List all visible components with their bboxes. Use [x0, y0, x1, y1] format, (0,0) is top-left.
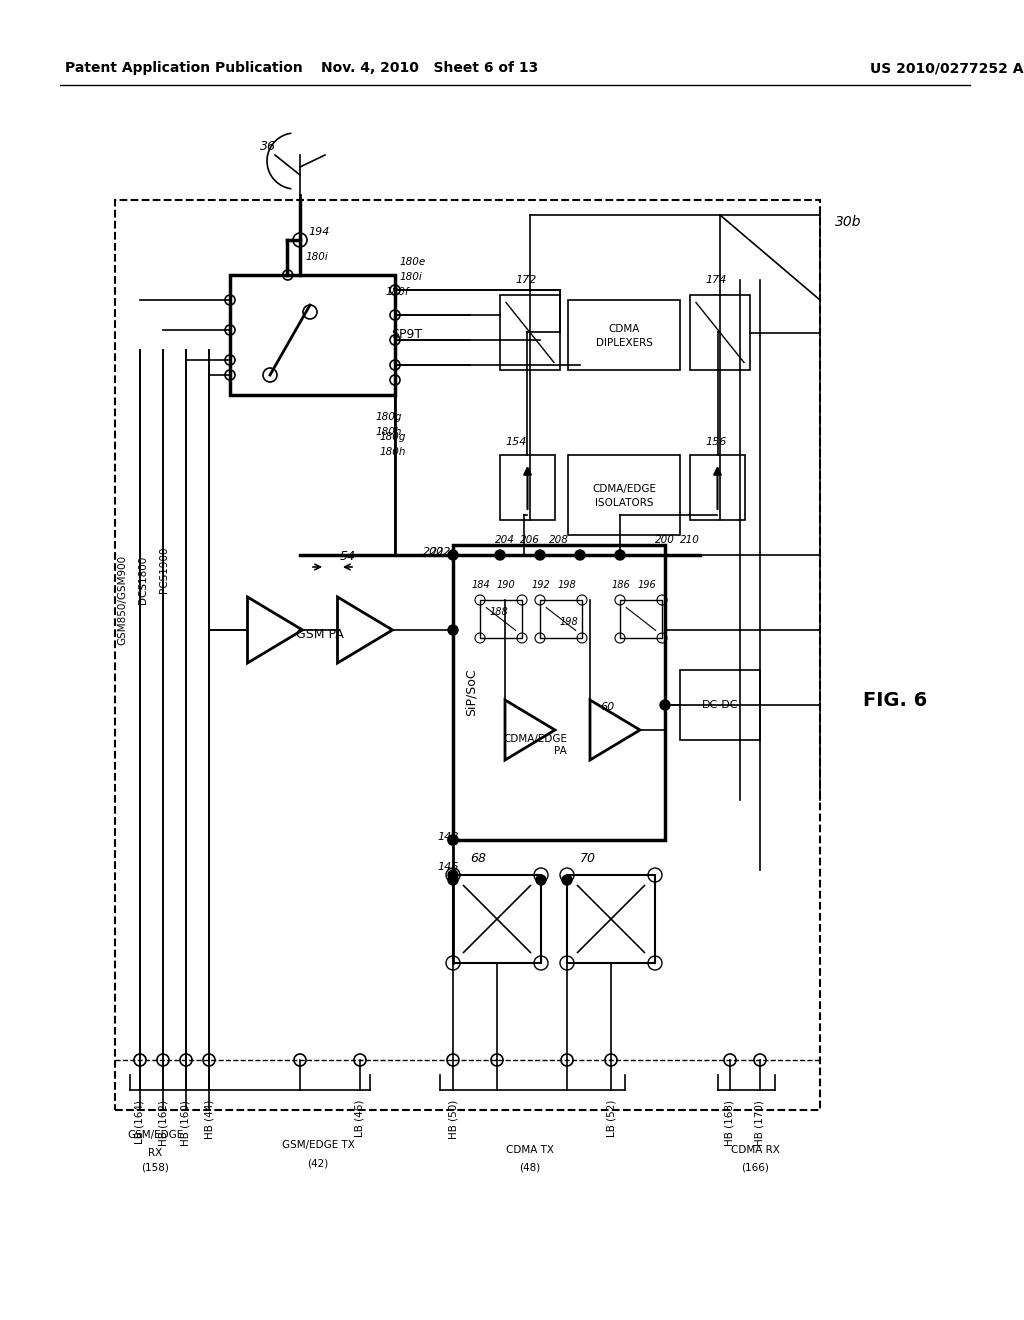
Text: CDMA/EDGE: CDMA/EDGE [592, 484, 656, 494]
Bar [453, 875, 541, 964]
Text: 180g: 180g [380, 432, 407, 442]
Text: 180i: 180i [400, 272, 423, 282]
Bar [680, 671, 760, 741]
Text: 198: 198 [558, 579, 577, 590]
Bar [568, 455, 680, 535]
Text: HB (44): HB (44) [204, 1100, 214, 1139]
Bar [568, 300, 680, 370]
Text: GSM PA: GSM PA [296, 628, 344, 642]
Bar [567, 875, 655, 964]
Text: FIG. 6: FIG. 6 [863, 690, 927, 710]
Text: 202: 202 [423, 546, 444, 557]
Bar [500, 455, 555, 520]
Text: 60: 60 [600, 702, 614, 711]
Bar [540, 601, 582, 638]
Text: Patent Application Publication: Patent Application Publication [65, 61, 303, 75]
Text: 36: 36 [260, 140, 276, 153]
Text: RX: RX [147, 1148, 162, 1158]
Bar [620, 601, 662, 638]
Circle shape [449, 836, 458, 845]
Text: Nov. 4, 2010   Sheet 6 of 13: Nov. 4, 2010 Sheet 6 of 13 [322, 61, 539, 75]
Text: HB (170): HB (170) [755, 1100, 765, 1146]
Circle shape [536, 875, 546, 884]
Text: HB (50): HB (50) [449, 1100, 458, 1139]
Text: 54: 54 [340, 550, 356, 564]
Text: ISOLATORS: ISOLATORS [595, 498, 653, 508]
Bar [690, 294, 750, 370]
Circle shape [495, 550, 505, 560]
Circle shape [449, 875, 458, 884]
Text: CDMA RX: CDMA RX [730, 1144, 779, 1155]
Circle shape [562, 875, 572, 884]
Text: SiP/SoC: SiP/SoC [465, 669, 478, 717]
Text: GSM850/GSM900: GSM850/GSM900 [117, 554, 127, 645]
Text: 200: 200 [655, 535, 675, 545]
Text: 180f: 180f [385, 286, 409, 297]
Text: CDMA TX: CDMA TX [506, 1144, 554, 1155]
Text: LB (46): LB (46) [355, 1100, 365, 1138]
Text: 180i: 180i [305, 252, 328, 261]
Circle shape [535, 550, 545, 560]
Bar [453, 545, 665, 840]
Text: (42): (42) [307, 1158, 329, 1168]
Text: 210: 210 [680, 535, 699, 545]
Text: 180g: 180g [375, 412, 401, 422]
Text: 196: 196 [638, 579, 656, 590]
Text: 184: 184 [472, 579, 490, 590]
Text: GSM/EDGE: GSM/EDGE [127, 1130, 183, 1140]
Bar [480, 601, 522, 638]
Text: 146: 146 [437, 862, 459, 873]
Text: 206: 206 [520, 535, 540, 545]
Text: HB (168): HB (168) [725, 1100, 735, 1146]
Text: PA: PA [554, 746, 566, 756]
Text: 204: 204 [495, 535, 515, 545]
Text: HB (162): HB (162) [158, 1100, 168, 1146]
Bar [690, 455, 745, 520]
Text: DCS1800: DCS1800 [138, 556, 148, 605]
Text: PCS1900: PCS1900 [159, 546, 169, 593]
Text: CDMA: CDMA [608, 323, 640, 334]
Bar [500, 294, 560, 370]
Text: 202: 202 [430, 546, 452, 557]
Text: 30b: 30b [835, 215, 861, 228]
Text: 198: 198 [560, 616, 579, 627]
Text: US 2010/0277252 A1: US 2010/0277252 A1 [870, 61, 1024, 75]
Text: 154: 154 [505, 437, 526, 447]
Text: 172: 172 [515, 275, 537, 285]
Text: 180h: 180h [380, 447, 407, 457]
Text: 70: 70 [580, 851, 596, 865]
Text: 190: 190 [497, 579, 516, 590]
Text: 188: 188 [490, 607, 509, 616]
Text: 194: 194 [308, 227, 330, 238]
Text: 192: 192 [532, 579, 551, 590]
Text: LB (164): LB (164) [135, 1100, 145, 1144]
Text: 180e: 180e [400, 257, 426, 267]
Text: GSM/EDGE TX: GSM/EDGE TX [282, 1140, 354, 1150]
Text: (158): (158) [141, 1163, 169, 1173]
Text: (166): (166) [741, 1163, 769, 1173]
Text: 208: 208 [549, 535, 569, 545]
Circle shape [449, 550, 458, 560]
Circle shape [449, 836, 458, 845]
Text: 186: 186 [612, 579, 631, 590]
Text: SP9T: SP9T [391, 329, 422, 342]
Text: 174: 174 [705, 275, 726, 285]
Text: DC-DC: DC-DC [701, 700, 738, 710]
Circle shape [615, 550, 625, 560]
Circle shape [449, 870, 458, 880]
Text: 68: 68 [470, 851, 486, 865]
Bar [115, 201, 820, 1110]
Text: 148: 148 [437, 832, 459, 842]
Text: DIPLEXERS: DIPLEXERS [596, 338, 652, 348]
Text: LB (52): LB (52) [606, 1100, 616, 1138]
Circle shape [575, 550, 585, 560]
Text: 156: 156 [705, 437, 726, 447]
Bar [230, 275, 395, 395]
Text: 180h: 180h [375, 426, 401, 437]
Text: CDMA/EDGE: CDMA/EDGE [503, 734, 567, 744]
Text: HB (160): HB (160) [181, 1100, 191, 1146]
Circle shape [449, 624, 458, 635]
Circle shape [660, 700, 670, 710]
Text: (48): (48) [519, 1163, 541, 1173]
